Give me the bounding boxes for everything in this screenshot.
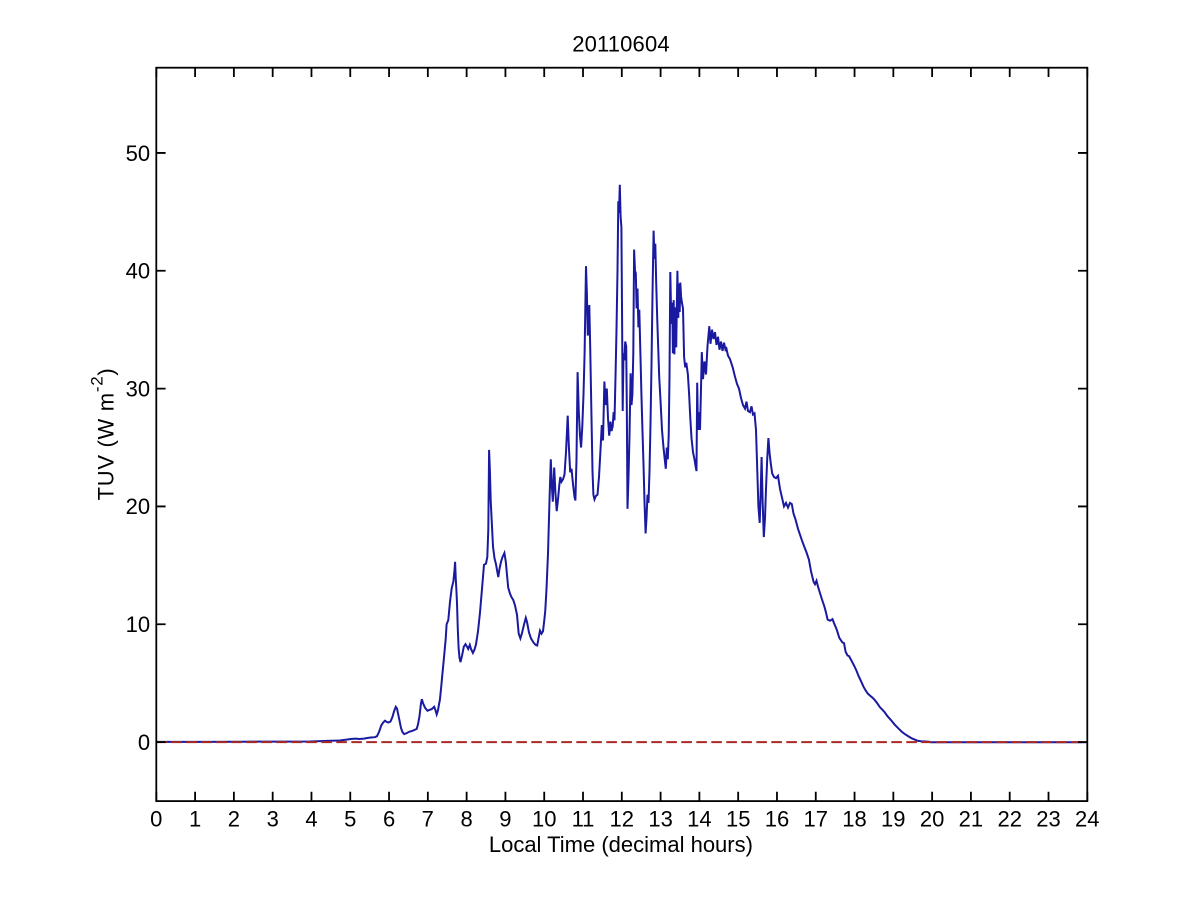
svg-text:11: 11: [572, 806, 595, 831]
svg-text:50: 50: [126, 141, 150, 166]
svg-text:10: 10: [126, 612, 150, 637]
svg-text:12: 12: [610, 806, 634, 831]
svg-text:10: 10: [532, 806, 556, 831]
svg-text:30: 30: [126, 376, 150, 401]
svg-text:20110604: 20110604: [572, 31, 669, 56]
svg-text:9: 9: [499, 806, 511, 831]
svg-text:Local Time (decimal hours): Local Time (decimal hours): [489, 832, 753, 857]
svg-text:19: 19: [881, 806, 905, 831]
svg-text:23: 23: [1036, 806, 1060, 831]
svg-text:0: 0: [150, 806, 162, 831]
svg-text:4: 4: [305, 806, 317, 831]
svg-text:40: 40: [126, 259, 150, 284]
svg-text:13: 13: [648, 806, 672, 831]
svg-text:20: 20: [126, 494, 150, 519]
svg-text:0: 0: [138, 730, 150, 755]
svg-text:3: 3: [267, 806, 279, 831]
svg-text:5: 5: [344, 806, 356, 831]
svg-text:17: 17: [804, 806, 828, 831]
svg-text:20: 20: [920, 806, 944, 831]
svg-text:18: 18: [842, 806, 866, 831]
svg-text:22: 22: [997, 806, 1021, 831]
svg-text:15: 15: [726, 806, 750, 831]
svg-text:8: 8: [460, 806, 472, 831]
svg-text:21: 21: [959, 806, 983, 831]
svg-text:24: 24: [1075, 806, 1099, 831]
svg-text:7: 7: [422, 806, 434, 831]
svg-text:14: 14: [687, 806, 711, 831]
svg-text:1: 1: [189, 806, 201, 831]
svg-text:6: 6: [383, 806, 395, 831]
svg-text:2: 2: [228, 806, 240, 831]
svg-text:16: 16: [765, 806, 789, 831]
